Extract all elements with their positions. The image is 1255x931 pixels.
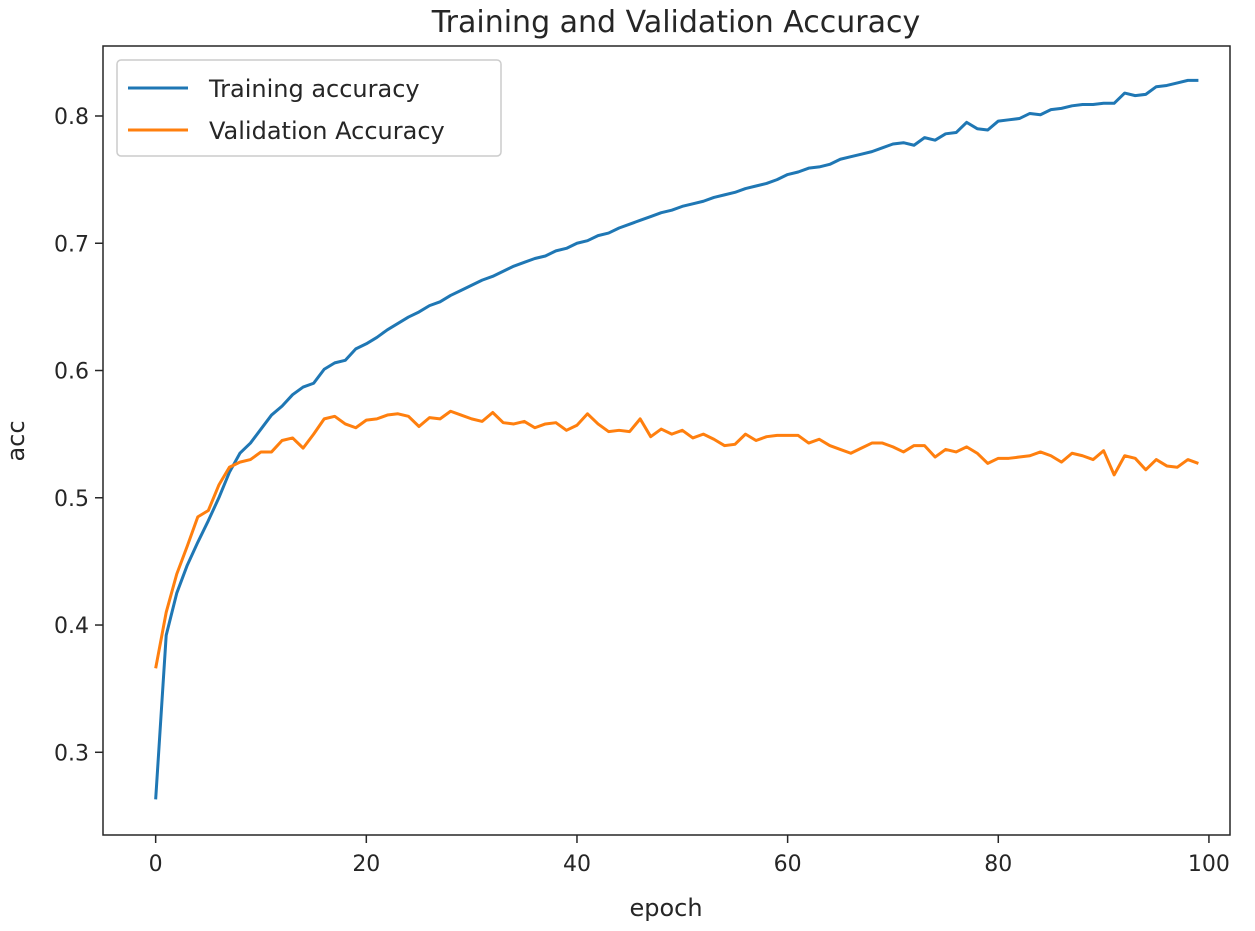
y-axis-ticks: 0.3 0.4 0.5 0.6 0.7 0.8 [54, 105, 103, 766]
y-tick-label: 0.7 [54, 232, 89, 257]
y-axis-label: acc [2, 420, 30, 461]
y-tick-label: 0.4 [54, 614, 89, 639]
x-axis-ticks: 0 20 40 60 80 100 [149, 835, 1230, 877]
training-accuracy-line [154, 78, 1199, 800]
x-tick-label: 40 [563, 852, 591, 877]
x-tick-label: 0 [149, 852, 163, 877]
chart-title: Training and Validation Accuracy [431, 5, 921, 40]
x-tick-label: 20 [352, 852, 380, 877]
y-tick-label: 0.5 [54, 487, 89, 512]
y-tick-label: 0.6 [54, 360, 89, 385]
legend-box [116, 59, 502, 157]
series-layer [154, 78, 1199, 800]
x-axis-label: epoch [629, 894, 702, 922]
x-tick-label: 60 [774, 852, 802, 877]
y-tick-label: 0.8 [54, 105, 89, 130]
plot-area [102, 45, 1231, 836]
x-tick-label: 80 [984, 852, 1012, 877]
plot-frame [102, 45, 1231, 836]
x-tick-label: 100 [1188, 852, 1230, 877]
legend-label-training: Training accuracy [208, 75, 420, 103]
legend-label-validation: Validation Accuracy [209, 117, 445, 145]
validation-accuracy-line [154, 409, 1199, 669]
y-tick-label: 0.3 [54, 741, 89, 766]
legend: Training accuracy Validation Accuracy [116, 59, 502, 157]
